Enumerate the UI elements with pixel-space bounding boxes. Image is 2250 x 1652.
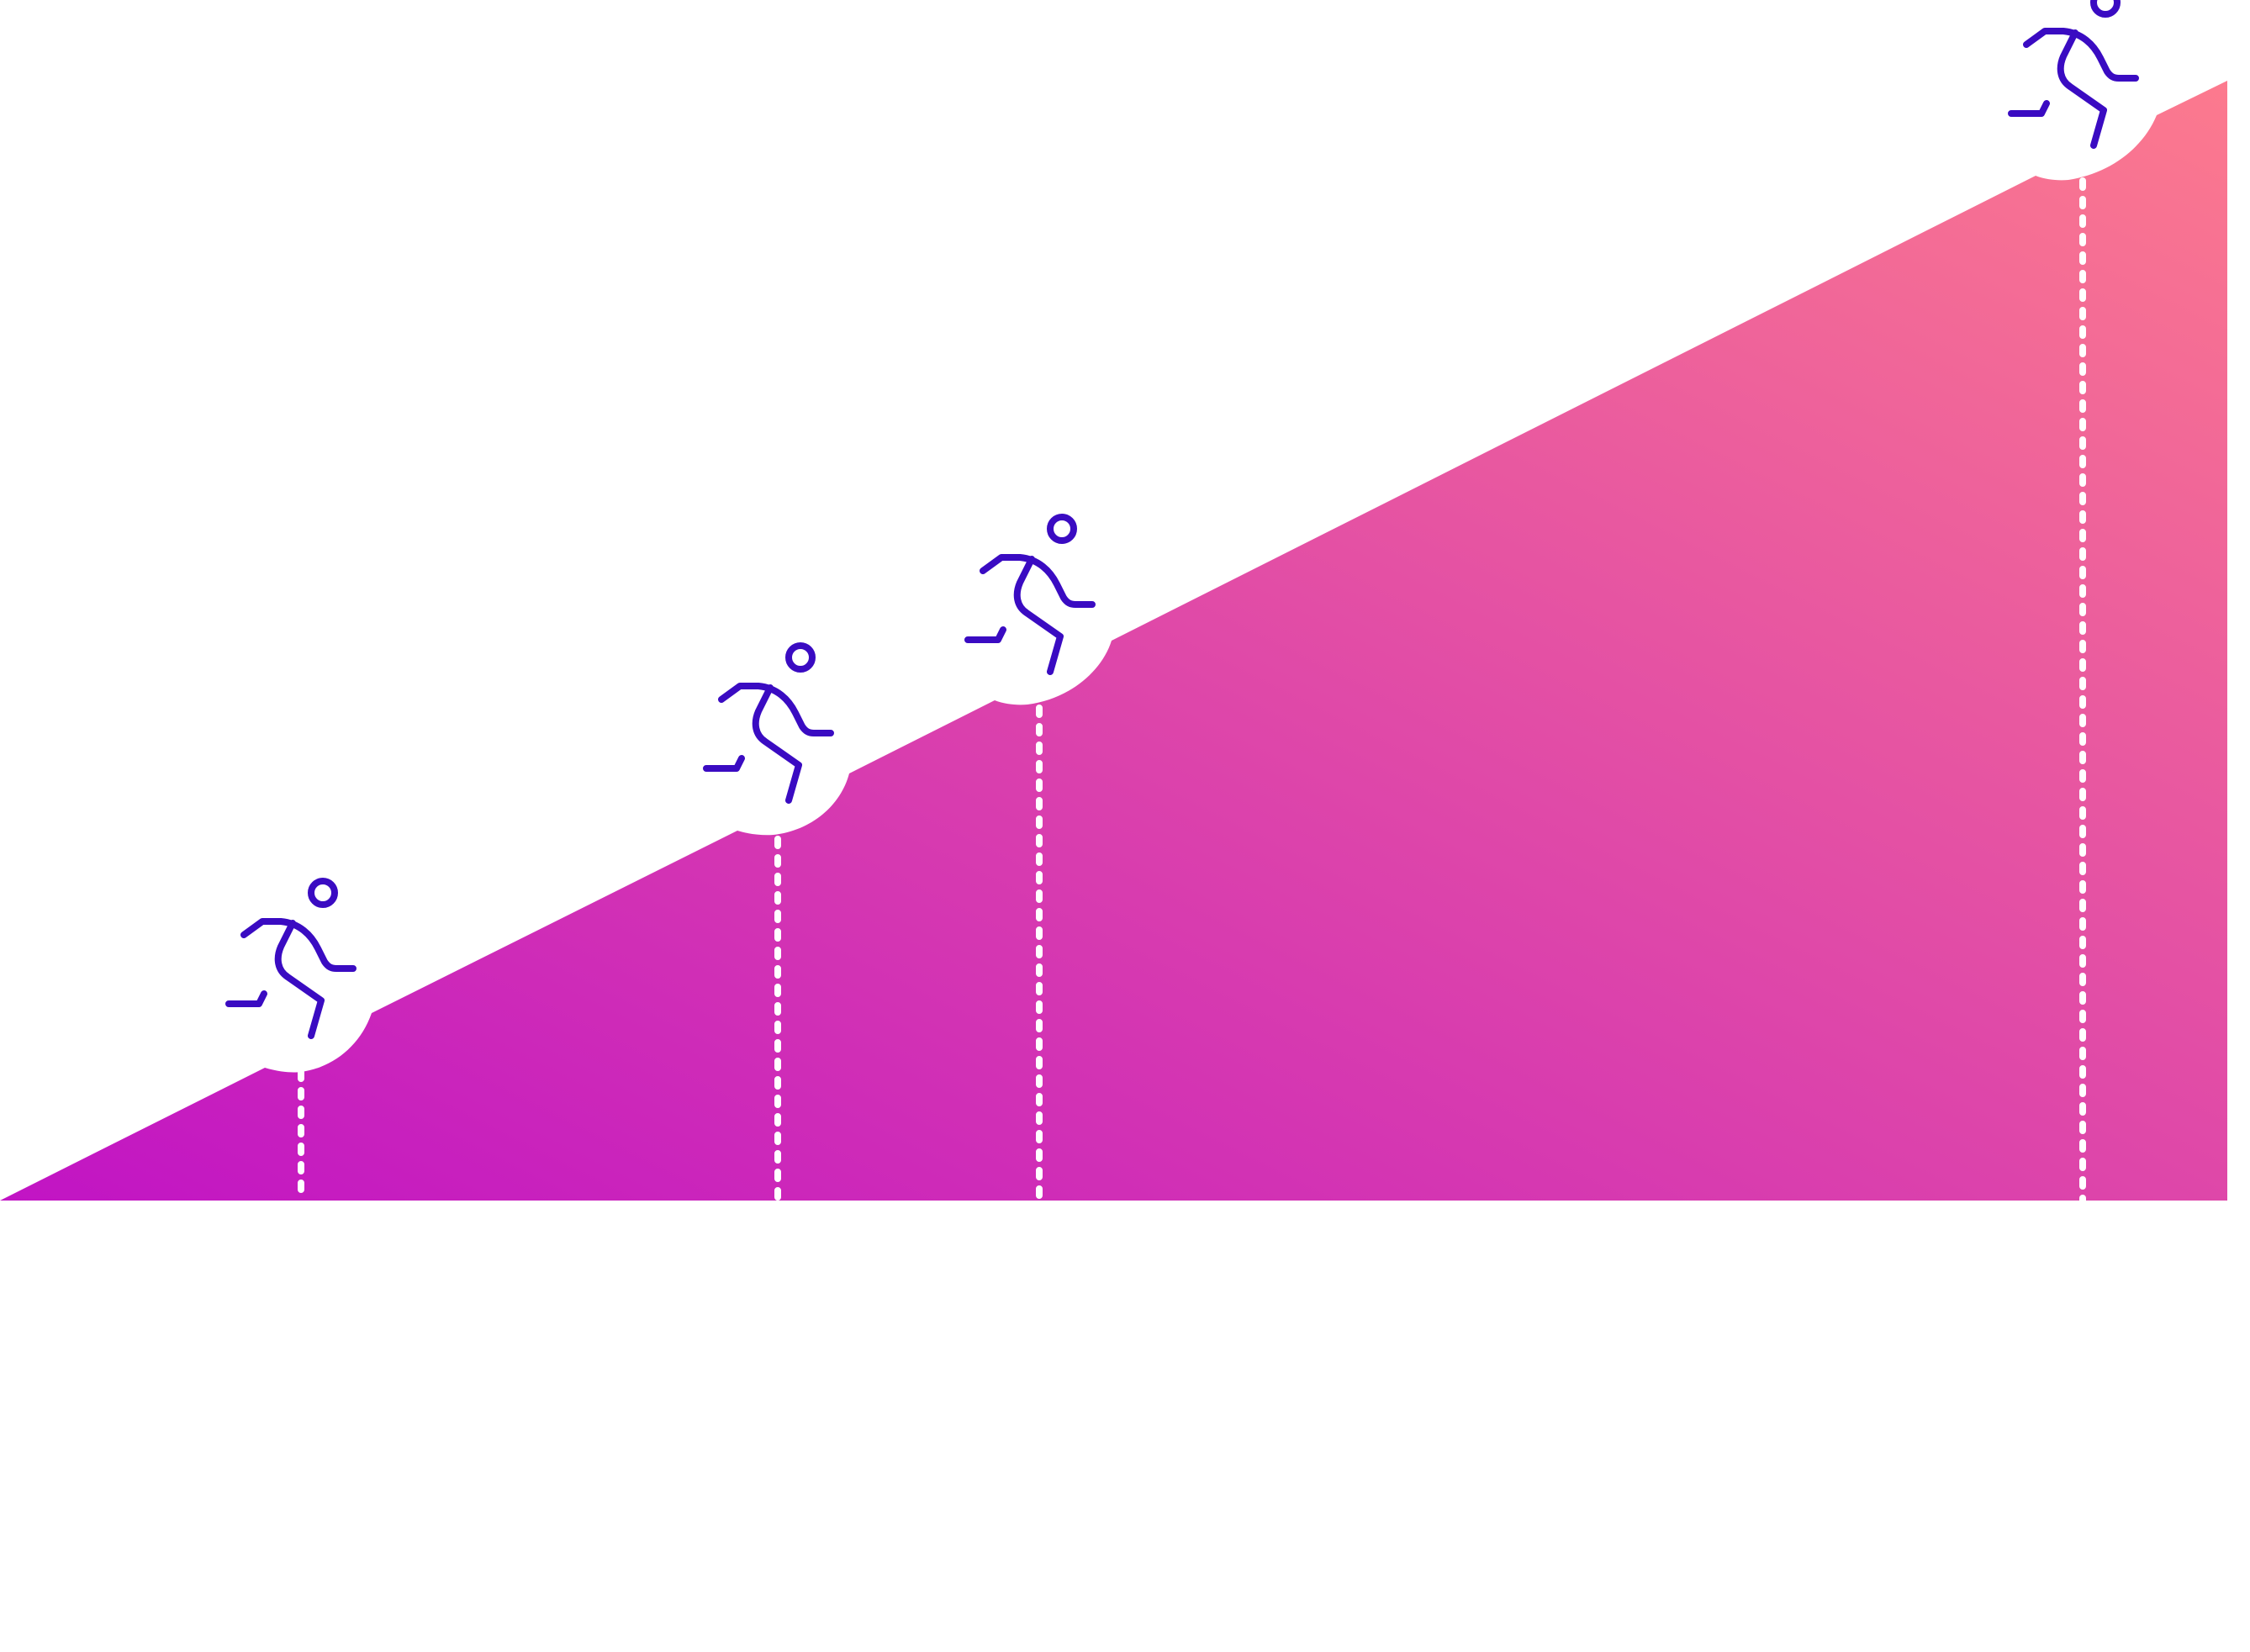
running-person-icon: [706, 646, 831, 800]
milestone-4: [2011, 0, 2136, 1204]
milestone-1: [229, 881, 353, 1204]
running-person-icon: [2011, 0, 2136, 145]
running-person-icon: [229, 881, 353, 1036]
running-person-icon: [968, 517, 1092, 672]
slope-area: [0, 81, 2227, 1201]
milestone-3: [968, 517, 1092, 1204]
milestone-markers: [229, 0, 2136, 1204]
milestone-2: [706, 646, 831, 1204]
